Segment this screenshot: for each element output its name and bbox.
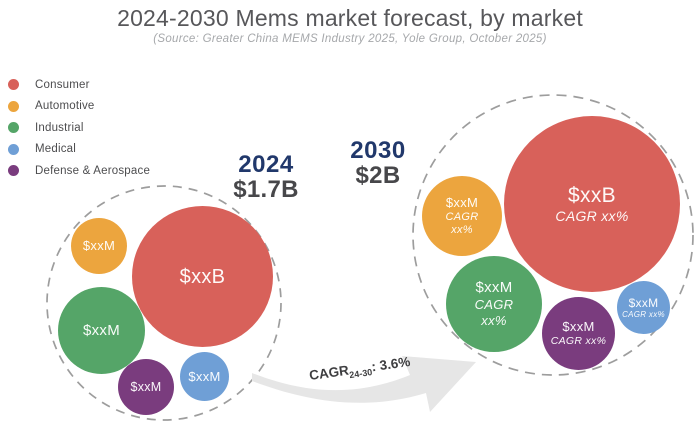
bubble-2030-automotive: $xxM CAGR xx% [422, 176, 502, 256]
bubble-cagr: CAGR xx% [555, 208, 629, 225]
legend-dot-industrial-icon [8, 122, 19, 134]
legend-label: Defense & Aerospace [35, 164, 151, 177]
legend-dot-defense-icon [8, 165, 19, 177]
legend-label: Consumer [35, 78, 90, 91]
year-2030: 2030 [350, 137, 406, 164]
bubble-value: $xxM [445, 195, 479, 211]
bubble-2030-consumer: $xxB CAGR xx% [504, 116, 680, 292]
bubble-cagr: CAGR [445, 210, 479, 223]
bubble-2030-medical: $xxM CAGR xx% [617, 281, 670, 334]
legend: Consumer Automotive Industrial Medical D… [8, 74, 150, 182]
bubble-value: $xxB [568, 184, 616, 207]
legend-label: Medical [35, 143, 77, 156]
legend-item-defense-aerospace: Defense & Aerospace [8, 160, 150, 182]
chart-title: 2024-2030 Mems market forecast, by marke… [117, 5, 583, 31]
legend-item-medical: Medical [8, 139, 150, 161]
bubble-value: $xxB [179, 265, 226, 288]
legend-label: Industrial [35, 121, 84, 134]
total-2024: $1.7B [233, 176, 299, 204]
bubble-2024-industrial: $xxM [58, 287, 145, 374]
bubble-value: $xxM [82, 321, 121, 339]
total-2030: $2B [355, 162, 401, 190]
bubble-2030-defense: $xxM CAGR xx% [542, 297, 615, 370]
bubble-cagr: CAGR xx% [622, 309, 665, 319]
bubble-2024-defense: $xxM [118, 359, 174, 415]
bubble-value: $xxM [130, 379, 162, 394]
bubble-cagr: CAGR xx% [550, 335, 607, 347]
bubble-2024-medical: $xxM [180, 352, 229, 401]
legend-label: Automotive [35, 100, 95, 113]
legend-item-consumer: Consumer [8, 74, 150, 96]
year-label-2024: 2024 $1.7B [216, 152, 316, 203]
year-2024: 2024 [238, 151, 294, 178]
growth-arrow-icon [252, 356, 476, 412]
year-label-2030: 2030 $2B [328, 138, 428, 189]
legend-item-automotive: Automotive [8, 96, 150, 118]
group-circle-2030 [412, 94, 694, 376]
legend-dot-medical-icon [8, 143, 19, 155]
group-circle-2024 [46, 185, 282, 421]
bubble-value: $xxM [562, 319, 595, 335]
legend-dot-consumer-icon [8, 79, 19, 91]
chart-source: (Source: Greater China MEMS Industry 202… [153, 33, 547, 45]
bubble-value: $xxM [82, 238, 116, 254]
bubble-cagr: CAGR [474, 297, 514, 313]
bubble-value: $xxM [475, 279, 513, 297]
bubble-cagr-value: xx% [481, 313, 507, 328]
bubble-2024-consumer: $xxB [132, 206, 273, 347]
bubble-value: $xxM [628, 295, 659, 310]
bubble-cagr-value: xx% [451, 223, 473, 236]
bubble-value: $xxM [188, 368, 221, 384]
legend-item-industrial: Industrial [8, 117, 150, 139]
bubble-2030-industrial: $xxM CAGR xx% [446, 256, 542, 352]
legend-dot-automotive-icon [8, 100, 19, 112]
bubble-2024-automotive: $xxM [71, 218, 127, 274]
